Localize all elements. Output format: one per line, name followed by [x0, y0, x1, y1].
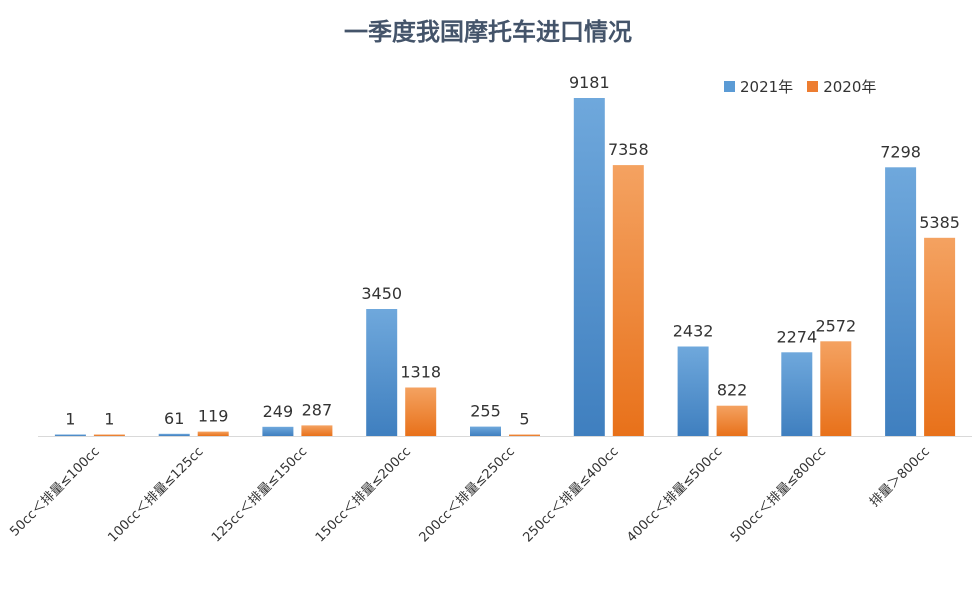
bar-2020-2 — [301, 425, 333, 436]
data-label-2021-6: 2432 — [673, 322, 714, 341]
bar-2020-1 — [197, 431, 229, 436]
data-label-2020-6: 822 — [717, 381, 748, 400]
bar-2020-7 — [820, 341, 852, 436]
data-label-2020-0: 1 — [104, 410, 114, 429]
legend-label-2021: 2021年 — [740, 78, 794, 96]
data-label-2020-3: 1318 — [400, 363, 441, 382]
data-label-2021-1: 61 — [164, 409, 184, 428]
data-label-2021-3: 3450 — [361, 284, 402, 303]
data-label-2021-0: 1 — [65, 410, 75, 429]
bar-2021-2 — [262, 426, 294, 436]
chart-title: 一季度我国摩托车进口情况 — [344, 18, 632, 46]
bar-2020-5 — [612, 165, 644, 436]
bar-2021-6 — [677, 346, 709, 436]
bar-2020-0 — [93, 434, 125, 436]
bar-2021-7 — [781, 352, 813, 436]
data-label-2021-5: 9181 — [569, 73, 610, 92]
category-label-8: 排量＞800cc — [867, 444, 933, 510]
legend-label-2020: 2020年 — [823, 78, 877, 96]
bar-2021-5 — [573, 98, 605, 436]
bar-2021-3 — [366, 309, 398, 436]
data-label-2021-4: 255 — [470, 402, 501, 421]
data-label-2020-2: 287 — [302, 400, 333, 419]
legend-swatch-2021 — [724, 81, 735, 92]
legend-swatch-2020 — [807, 81, 819, 92]
legend-item-2020: 2020年 — [807, 76, 876, 97]
bar-2020-6 — [716, 405, 748, 436]
category-label-0: 50cc＜排量≤100cc — [7, 444, 102, 539]
category-label-2: 125cc＜排量≤150cc — [209, 444, 310, 545]
data-label-2020-7: 2572 — [815, 316, 856, 335]
bar-2020-4 — [509, 434, 540, 436]
data-label-2021-8: 7298 — [880, 142, 921, 161]
bar-2021-4 — [470, 426, 501, 436]
category-label-1: 100cc＜排量≤125cc — [105, 444, 206, 545]
legend: 2021年 2020年 — [724, 76, 890, 97]
bar-2020-8 — [924, 237, 956, 436]
data-label-2020-4: 5 — [519, 410, 529, 429]
bar-2021-1 — [158, 433, 190, 436]
category-label-5: 250cc＜排量≤400cc — [520, 444, 621, 545]
data-label-2021-2: 249 — [263, 402, 294, 421]
data-label-2020-1: 119 — [198, 407, 229, 426]
bar-2020-3 — [405, 387, 437, 436]
category-label-4: 200cc＜排量≤250cc — [417, 444, 518, 545]
legend-item-2021: 2021年 — [724, 76, 793, 97]
category-label-6: 400cc＜排量≤500cc — [624, 444, 725, 545]
category-label-7: 500cc＜排量≤800cc — [728, 444, 829, 545]
bar-2021-0 — [54, 434, 86, 436]
category-label-3: 150cc＜排量≤200cc — [313, 444, 414, 545]
data-label-2021-7: 2274 — [776, 327, 817, 346]
data-label-2020-5: 7358 — [608, 140, 649, 159]
bar-2021-8 — [885, 167, 917, 437]
data-label-2020-8: 5385 — [919, 213, 960, 232]
